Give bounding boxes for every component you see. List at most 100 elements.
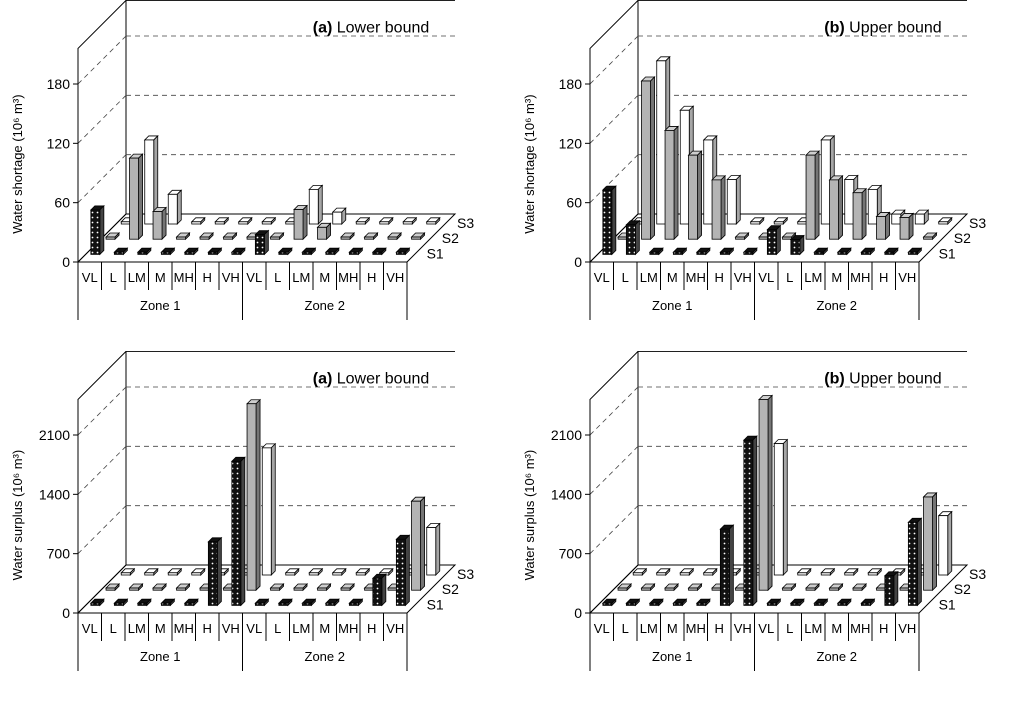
x-tick-label: MH <box>686 270 706 285</box>
bar-S3 <box>238 221 249 225</box>
bar-S2 <box>293 587 304 591</box>
x-tick-label: VL <box>82 270 98 285</box>
y-axis: 0 60 120 180 <box>47 76 78 270</box>
series-label-S2: S2 <box>954 581 971 597</box>
bar-S2 <box>617 236 628 240</box>
bar-S2 <box>340 587 351 591</box>
bar-S2 <box>364 236 374 240</box>
bar-S3 <box>656 60 667 225</box>
x-tick-label: L <box>786 621 793 636</box>
y-tick-label: 2100 <box>551 427 582 443</box>
series-label-S1: S1 <box>427 245 444 261</box>
x-tick-label: H <box>879 621 888 636</box>
gridline-side <box>77 386 127 436</box>
bar-S1 <box>719 528 730 606</box>
bar-S1 <box>231 251 242 255</box>
bar-S3 <box>261 447 272 576</box>
bar-side-S2 <box>861 187 867 241</box>
bar-side-S2 <box>908 212 914 241</box>
series-label-S2: S2 <box>442 581 459 597</box>
bar-side-S2 <box>255 398 261 592</box>
gridline-side <box>77 446 127 495</box>
chart-panel-shortage-upper: 0 60 120 180 Water shortage (10⁶ m³) (b) Uppe… <box>512 0 1024 351</box>
bar-S2 <box>152 211 163 240</box>
x-tick-label: MH <box>338 270 358 285</box>
bar-S3 <box>261 221 272 225</box>
chart-title-bold: (a) <box>313 19 333 36</box>
series-label-S3: S3 <box>457 215 474 231</box>
x-axis: VL L LM M MH H VH VL L LM M MH H VH Zone 1 Zone 2 <box>77 262 408 320</box>
x-tick-label: VL <box>82 621 98 636</box>
x-tick-label: VH <box>898 621 916 636</box>
series-label-S2: S2 <box>442 230 459 246</box>
bar-S1 <box>625 602 636 606</box>
bar-side-S1 <box>263 229 269 256</box>
bar-S1 <box>790 239 801 255</box>
chart-title: (b) Upper bound <box>824 19 941 36</box>
bar-S3 <box>308 188 319 225</box>
bar-side-S2 <box>932 491 937 592</box>
x-tick-label: VH <box>222 621 240 636</box>
floor <box>76 213 457 263</box>
bar-side-S1 <box>752 435 758 607</box>
x-tick-label: LM <box>804 621 822 636</box>
y-axis: 0 60 120 180 <box>559 76 590 270</box>
bar-S1 <box>90 209 101 255</box>
zone-label: Zone 1 <box>140 649 180 664</box>
side-wall <box>589 350 639 615</box>
bar-S3 <box>191 221 202 225</box>
back-wall <box>637 350 967 565</box>
y-tick-label: 60 <box>54 195 70 211</box>
x-tick-label: MH <box>850 621 870 636</box>
bar-S1 <box>766 229 777 255</box>
bar-side-S1 <box>404 534 410 607</box>
bar-S1 <box>395 251 406 255</box>
x-tick-label: LM <box>128 621 146 636</box>
x-tick-label: M <box>667 621 678 636</box>
bar-S2 <box>758 236 769 240</box>
gridline-side <box>589 386 639 436</box>
bar-S3 <box>726 179 737 225</box>
bar-side-S3 <box>435 522 441 576</box>
x-tick-label: M <box>155 270 166 285</box>
bar-side-S1 <box>216 536 222 607</box>
x-tick-label: MH <box>174 270 194 285</box>
bar-S3 <box>426 527 437 576</box>
bar-S3 <box>797 572 808 576</box>
chart-panel-surplus-upper: 0 700 1400 2100 Water surplus (10⁶ m³) (b) Up… <box>512 350 1024 702</box>
y-tick-label: 0 <box>574 254 582 270</box>
bar-side-S2 <box>650 76 655 241</box>
chart-surplus-upper: 0 700 1400 2100 Water surplus (10⁶ m³) (b) Up… <box>522 350 986 671</box>
bar-S2 <box>176 236 186 240</box>
bar-S2 <box>664 130 675 240</box>
bar-S1 <box>372 577 383 606</box>
bar-S2 <box>364 587 374 591</box>
gridline-side <box>589 95 639 144</box>
bar-S2 <box>129 587 139 591</box>
x-tick-label: VH <box>386 621 404 636</box>
back-wall <box>125 350 455 565</box>
gridline-side <box>77 505 127 554</box>
y-axis-label: Water surplus (10⁶ m³) <box>10 450 25 581</box>
bar-S1 <box>90 602 101 606</box>
x-tick-label: VH <box>734 621 752 636</box>
bar-S3 <box>679 572 690 576</box>
x-tick-label: LM <box>292 621 310 636</box>
x-tick-label: LM <box>804 270 822 285</box>
x-tick-label: L <box>110 270 117 285</box>
bar-S1 <box>884 251 895 255</box>
bars <box>601 394 953 607</box>
x-tick-label: MH <box>686 621 706 636</box>
bar-S3 <box>355 221 366 225</box>
bar-S2 <box>293 209 304 240</box>
bar-S1 <box>696 602 707 606</box>
bar-S1 <box>184 602 195 606</box>
y-axis: 0 700 1400 2100 <box>551 427 590 621</box>
bar-S3 <box>167 572 178 576</box>
bar-S2 <box>105 587 116 591</box>
y-tick-label: 2100 <box>39 427 70 443</box>
zone-label: Zone 2 <box>817 298 857 313</box>
bar-S3 <box>332 572 343 576</box>
y-axis-label: Water shortage (10⁶ m³) <box>522 94 537 233</box>
series-label-S1: S1 <box>939 596 956 612</box>
